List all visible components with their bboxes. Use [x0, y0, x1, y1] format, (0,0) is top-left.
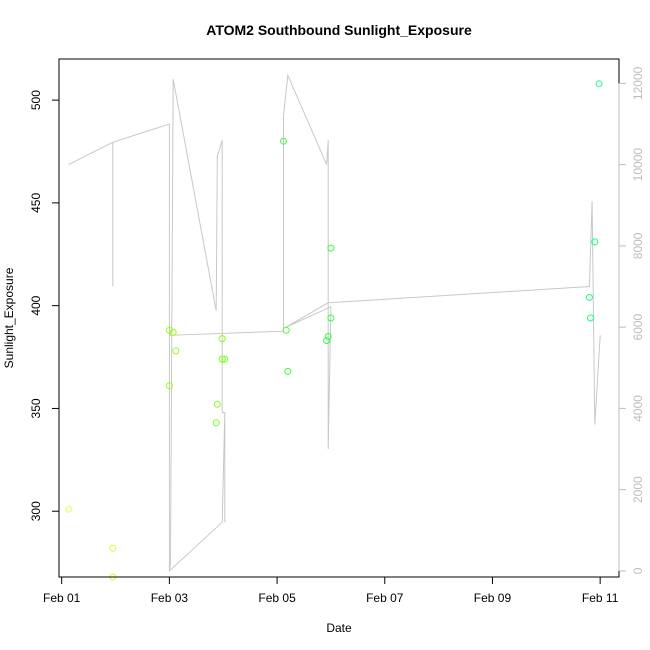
y2-tick-label: 10000	[631, 148, 645, 182]
y2-tick-label: 12000	[631, 66, 645, 100]
y-axis-label: Sunlight_Exposure	[2, 267, 16, 368]
x-axis-label: Date	[326, 621, 352, 635]
y-axis-right: 0 2000 4000 6000 8000 10000 12000	[618, 66, 645, 574]
data-point	[221, 355, 229, 363]
data-point	[324, 333, 332, 340]
x-tick-label: Feb 01	[43, 591, 81, 605]
chart-title: ATOM2 Southbound Sunlight_Exposure	[206, 22, 472, 38]
data-point	[165, 382, 173, 390]
data-point	[213, 400, 221, 408]
y2-tick-label: 2000	[631, 476, 645, 503]
y-tick-label: 300	[29, 501, 43, 521]
data-point	[595, 80, 603, 88]
y-tick-label: 450	[29, 193, 43, 213]
y2-tick-label: 0	[631, 567, 645, 574]
y2-tick-label: 8000	[631, 232, 645, 259]
data-point	[165, 326, 173, 334]
y-tick-label: 500	[29, 90, 43, 110]
data-point	[282, 326, 290, 334]
data-point	[323, 337, 331, 345]
x-tick-label: Feb 03	[151, 591, 189, 605]
data-point	[591, 238, 599, 246]
data-point	[65, 505, 73, 513]
x-tick-label: Feb 05	[258, 591, 296, 605]
x-axis: Feb 01 Feb 03 Feb 05 Feb 07 Feb 09 Feb 11	[43, 576, 619, 605]
secondary-line-layer	[68, 73, 601, 573]
x-tick-label: Feb 07	[366, 591, 404, 605]
data-point	[169, 328, 177, 336]
y-axis-left: 300 350 400 450 500	[29, 90, 60, 521]
secondary-series-line	[68, 73, 601, 573]
data-point	[218, 355, 226, 363]
data-point	[109, 544, 117, 552]
y-tick-label: 400	[29, 295, 43, 315]
y2-tick-label: 4000	[631, 395, 645, 422]
data-point	[585, 293, 593, 301]
data-point	[284, 367, 292, 375]
data-point	[280, 137, 287, 145]
data-point	[212, 419, 220, 427]
x-tick-label: Feb 11	[582, 591, 619, 605]
plot-area-frame	[58, 58, 620, 578]
data-point	[327, 314, 335, 322]
data-point	[327, 244, 335, 252]
y2-tick-label: 6000	[631, 313, 645, 340]
y-tick-label: 350	[29, 398, 43, 418]
data-point	[172, 347, 180, 355]
x-tick-label: Feb 09	[474, 591, 512, 605]
data-point	[587, 314, 594, 322]
points-layer	[65, 80, 603, 581]
data-point	[218, 335, 226, 343]
